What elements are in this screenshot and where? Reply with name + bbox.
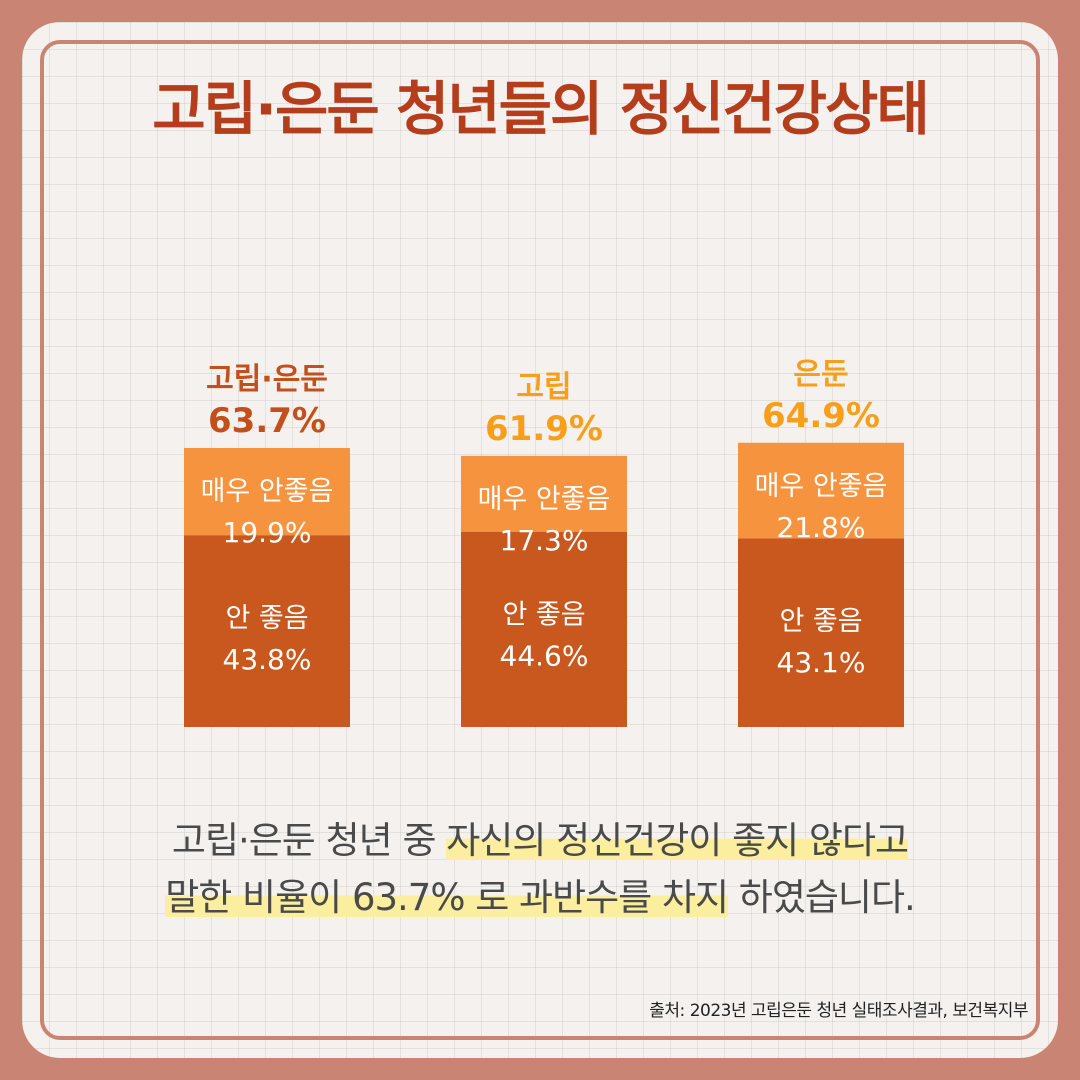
segment-label-low-name: 안 좋음	[502, 600, 585, 631]
bar-segment-2-high	[461, 455, 627, 532]
caption-line2-plain: 하였습니다.	[728, 876, 916, 919]
segment-label-high-name: 매우 안좋음	[755, 471, 888, 502]
segment-label-high-value: 19.9%	[223, 516, 312, 549]
segment-label-high-name: 매우 안좋음	[478, 484, 611, 515]
category-total: 64.9%	[762, 396, 880, 436]
caption-line2-highlight: 말한 비율이 63.7% 로 과반수를 차지	[165, 876, 729, 919]
segment-label-low-name: 안 좋음	[779, 606, 862, 637]
category-label: 고립·은둔	[206, 362, 328, 397]
bar-segment-1-high	[184, 448, 350, 536]
page-title: 고립·은둔 청년들의 정신건강상태	[152, 75, 929, 143]
caption-line1-plain: 고립·은둔 청년 중	[171, 819, 447, 862]
bar-segment-3-low	[738, 538, 904, 727]
bar-segment-1-low	[184, 535, 350, 727]
segment-label-low-value: 43.1%	[777, 646, 866, 679]
segment-label-high-value: 17.3%	[500, 524, 589, 557]
segment-label-low-value: 44.6%	[500, 640, 589, 673]
category-label: 고립	[516, 370, 571, 405]
segment-label-high-name: 매우 안좋음	[201, 476, 334, 507]
segment-label-high-value: 21.8%	[777, 511, 866, 544]
segment-label-low-value: 43.8%	[223, 643, 312, 676]
caption-line1-highlight: 자신의 정신건강이 좋지 않다고	[446, 819, 909, 862]
category-total: 61.9%	[485, 409, 603, 449]
category-total: 63.7%	[208, 401, 326, 441]
bar-segment-2-low	[461, 531, 627, 727]
bar-segment-3-high	[738, 442, 904, 539]
stacked-bar-chart: 매우 안좋음 19.9% 안 좋음 43.8% 고립·은둔 63.7% 매우 안좋음 17.3…	[184, 357, 904, 727]
source-note: 출처: 2023년 고립은둔 청년 실태조사결과, 보건복지부	[649, 1001, 1028, 1021]
category-label: 은둔	[793, 357, 848, 392]
segment-label-low-name: 안 좋음	[225, 603, 308, 634]
